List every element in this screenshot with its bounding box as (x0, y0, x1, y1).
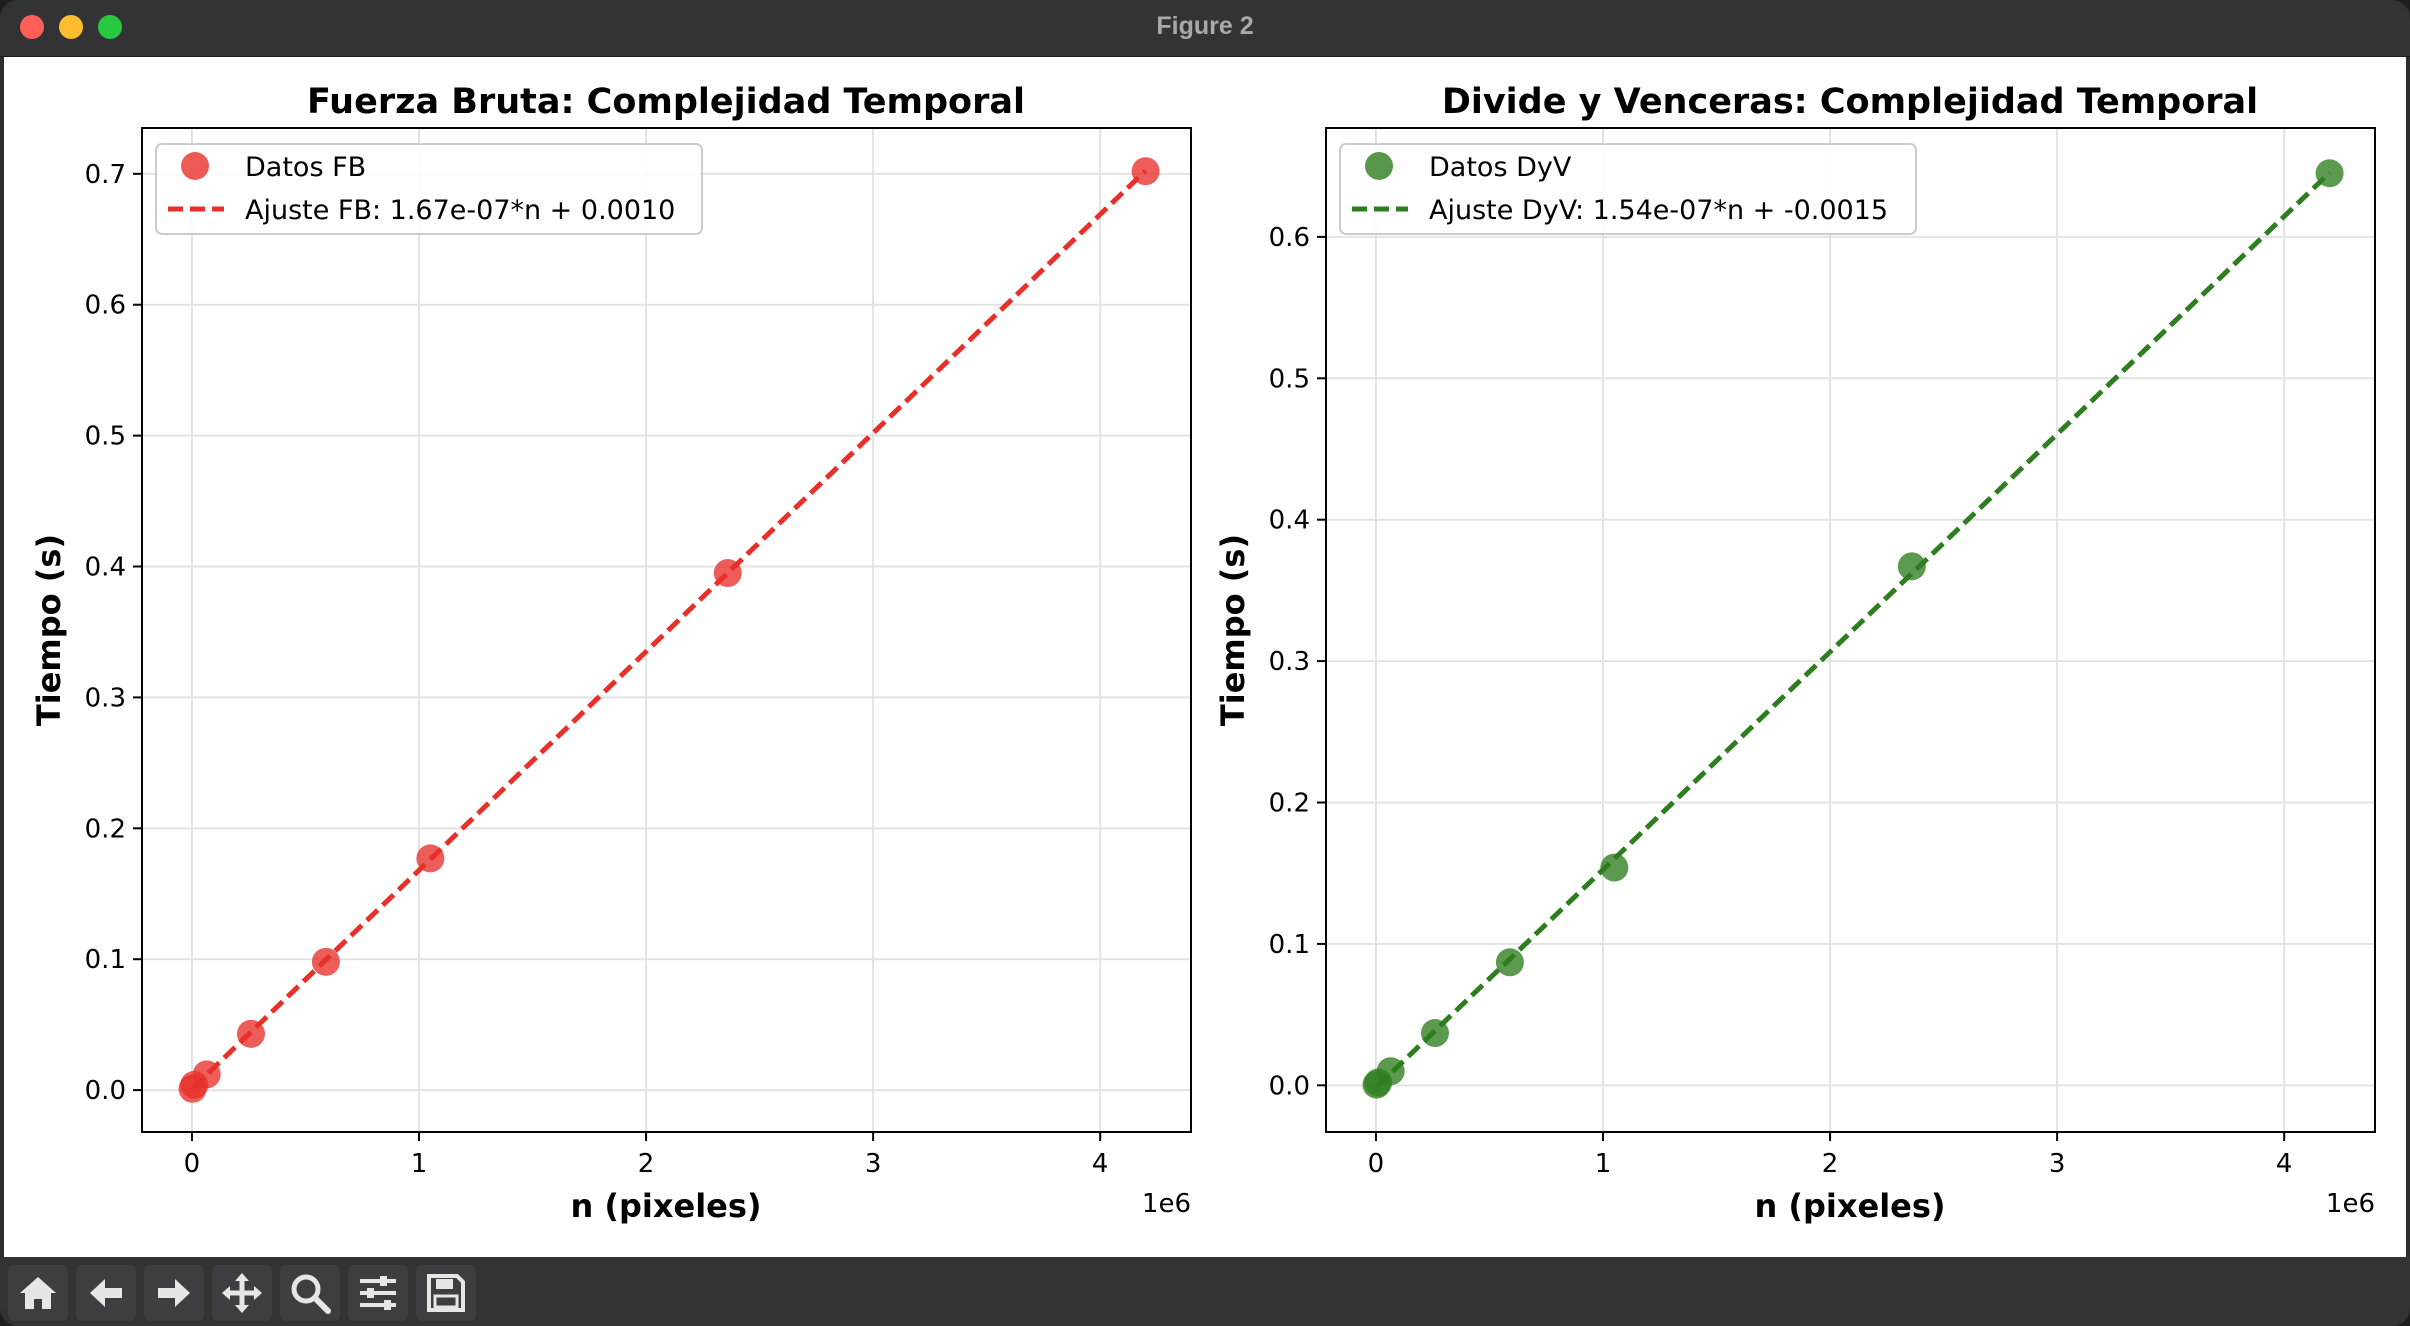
subplot-divide-y-venceras: 0 1 2 3 4 0.0 0.1 0.2 0.3 0.4 0.5 0.6 Divide y Ven… (1214, 82, 2376, 1225)
configure-subplots-button[interactable] (348, 1265, 408, 1321)
y-tick-label: 0.7 (85, 160, 126, 190)
y-tick-label: 0.3 (85, 683, 126, 713)
chart-title: Fuerza Bruta: Complejidad Temporal (307, 82, 1025, 122)
y-tick-label: 0.0 (85, 1076, 126, 1106)
x-tick-label: 1 (411, 1149, 428, 1179)
data-point (236, 1019, 265, 1048)
data-point (311, 947, 340, 976)
legend: Datos FB Ajuste FB: 1.67e-07*n + 0.0010 (155, 143, 703, 235)
y-tick-label: 0.1 (85, 945, 126, 975)
save-button[interactable] (416, 1265, 476, 1321)
plot-frame (1325, 127, 2376, 1133)
figure-svg: 0 1 2 3 4 0.0 0.1 0.2 0.3 0.4 0.5 0.6 0.7 Fuerza Br… (30, 82, 2376, 1225)
data-point (1376, 1057, 1405, 1086)
x-offset-label: 1e6 (1142, 1189, 1191, 1219)
maximize-window-button[interactable] (98, 15, 122, 39)
legend-label-fit: Ajuste FB: 1.67e-07*n + 0.0010 (245, 195, 675, 226)
y-tick-label: 0.4 (1269, 506, 1310, 536)
data-point (1420, 1019, 1449, 1048)
y-tick-label: 0.2 (85, 814, 126, 844)
data-point (1897, 552, 1926, 581)
x-tick-label: 2 (638, 1149, 655, 1179)
y-tick-label: 0.5 (1269, 364, 1310, 394)
zoom-button[interactable] (280, 1265, 340, 1321)
legend-marker-points (1365, 152, 1393, 180)
x-tick-label: 2 (1822, 1149, 1839, 1179)
zoom-magnifier-icon (291, 1274, 331, 1314)
y-axis-label: Tiempo (s) (1214, 534, 1252, 726)
data-point (1131, 157, 1160, 186)
x-tick-label: 4 (2276, 1149, 2293, 1179)
save-figure-icon (427, 1274, 465, 1312)
x-tick-label: 1 (1595, 1149, 1612, 1179)
back-button[interactable] (76, 1265, 136, 1321)
figure-canvas[interactable]: 0 1 2 3 4 0.0 0.1 0.2 0.3 0.4 0.5 0.6 0.7 Fuerza Br… (4, 57, 2406, 1257)
x-axis-label: n (pixeles) (570, 1187, 761, 1225)
legend: Datos DyV Ajuste DyV: 1.54e-07*n + -0.00… (1339, 143, 1917, 235)
x-tick-label: 3 (865, 1149, 882, 1179)
y-tick-label: 0.1 (1269, 930, 1310, 960)
forward-arrow-icon (158, 1279, 190, 1307)
data-point (416, 844, 445, 873)
back-arrow-icon (90, 1279, 122, 1307)
configure-subplots-icon (360, 1276, 396, 1310)
legend-label-fit: Ajuste DyV: 1.54e-07*n + -0.0015 (1429, 195, 1888, 226)
pan-move-icon (222, 1273, 262, 1313)
title-bar: Figure 2 (0, 0, 2410, 57)
minimize-window-button[interactable] (59, 15, 83, 39)
pan-button[interactable] (212, 1265, 272, 1321)
legend-box (1339, 143, 1917, 235)
y-tick-label: 0.3 (1269, 647, 1310, 677)
legend-label-points: Datos DyV (1429, 152, 1572, 183)
x-offset-label: 1e6 (2326, 1189, 2375, 1219)
data-point (2315, 159, 2344, 188)
data-point (192, 1060, 221, 1089)
y-tick-label: 0.5 (85, 422, 126, 452)
x-axis-label: n (pixeles) (1754, 1187, 1945, 1225)
x-tick-label: 0 (184, 1149, 201, 1179)
navigation-toolbar (0, 1257, 2410, 1326)
home-icon (20, 1277, 56, 1309)
x-tick-label: 3 (2049, 1149, 2066, 1179)
y-tick-label: 0.6 (1269, 223, 1310, 253)
x-tick-label: 0 (1368, 1149, 1385, 1179)
forward-button[interactable] (144, 1265, 204, 1321)
legend-box (155, 143, 703, 235)
legend-label-points: Datos FB (245, 152, 366, 183)
y-tick-label: 0.2 (1269, 789, 1310, 819)
plot-frame (141, 127, 1192, 1133)
y-axis-label: Tiempo (s) (30, 534, 68, 726)
x-tick-label: 4 (1092, 1149, 1109, 1179)
data-point (713, 559, 742, 588)
chart-title: Divide y Venceras: Complejidad Temporal (1442, 82, 2258, 122)
close-window-button[interactable] (20, 15, 44, 39)
data-point (1495, 948, 1524, 977)
legend-marker-points (181, 152, 209, 180)
home-button[interactable] (8, 1265, 68, 1321)
y-tick-label: 0.4 (85, 553, 126, 583)
y-tick-label: 0.0 (1269, 1071, 1310, 1101)
data-point (1600, 853, 1629, 882)
fit-line (1374, 171, 2332, 1089)
subplot-fuerza-bruta: 0 1 2 3 4 0.0 0.1 0.2 0.3 0.4 0.5 0.6 0.7 Fuerza Br… (30, 82, 1192, 1225)
window-title: Figure 2 (1156, 12, 1254, 40)
fit-line (190, 168, 1148, 1091)
y-tick-label: 0.6 (85, 291, 126, 321)
